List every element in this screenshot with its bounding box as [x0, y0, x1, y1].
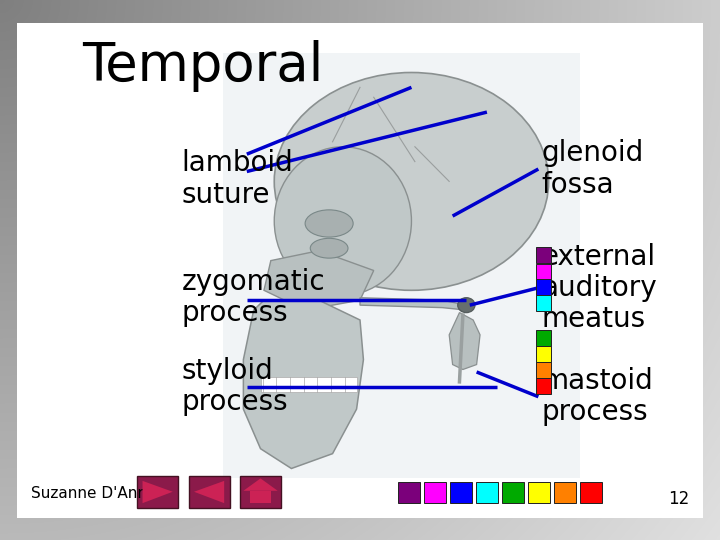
Bar: [240, 476, 281, 508]
Ellipse shape: [458, 298, 475, 313]
Bar: [536, 295, 552, 311]
Polygon shape: [243, 478, 278, 491]
Bar: [536, 379, 552, 394]
Polygon shape: [264, 251, 374, 310]
Polygon shape: [143, 481, 173, 503]
Bar: [580, 482, 602, 503]
Bar: [502, 482, 524, 503]
Ellipse shape: [310, 238, 348, 258]
Text: styloid
process: styloid process: [181, 357, 288, 416]
Bar: [554, 482, 576, 503]
Text: lamboid
suture: lamboid suture: [181, 149, 293, 208]
Bar: [528, 482, 550, 503]
Polygon shape: [449, 313, 480, 369]
Bar: [450, 482, 472, 503]
Polygon shape: [194, 481, 224, 503]
Bar: [536, 279, 552, 295]
Bar: [536, 247, 552, 263]
Bar: [137, 476, 179, 508]
Bar: [476, 482, 498, 503]
Text: mastoid
process: mastoid process: [541, 367, 654, 427]
Bar: [536, 330, 552, 346]
Ellipse shape: [274, 147, 411, 295]
Bar: [536, 346, 552, 362]
Bar: [424, 482, 446, 503]
Bar: [222, 53, 580, 478]
Bar: [536, 362, 552, 378]
Text: external
auditory
meatus: external auditory meatus: [541, 242, 657, 333]
Text: Temporal: Temporal: [82, 40, 323, 92]
Bar: [536, 264, 552, 279]
Ellipse shape: [305, 210, 353, 237]
Polygon shape: [360, 298, 467, 310]
Text: Suzanne D'Anna: Suzanne D'Anna: [31, 485, 156, 501]
Bar: [261, 377, 356, 392]
Text: glenoid
fossa: glenoid fossa: [541, 139, 644, 199]
Text: 12: 12: [668, 490, 689, 508]
Polygon shape: [243, 300, 364, 469]
Ellipse shape: [274, 72, 549, 291]
Bar: [251, 491, 271, 503]
Text: zygomatic
process: zygomatic process: [181, 268, 325, 327]
Bar: [397, 482, 420, 503]
Bar: [189, 476, 230, 508]
